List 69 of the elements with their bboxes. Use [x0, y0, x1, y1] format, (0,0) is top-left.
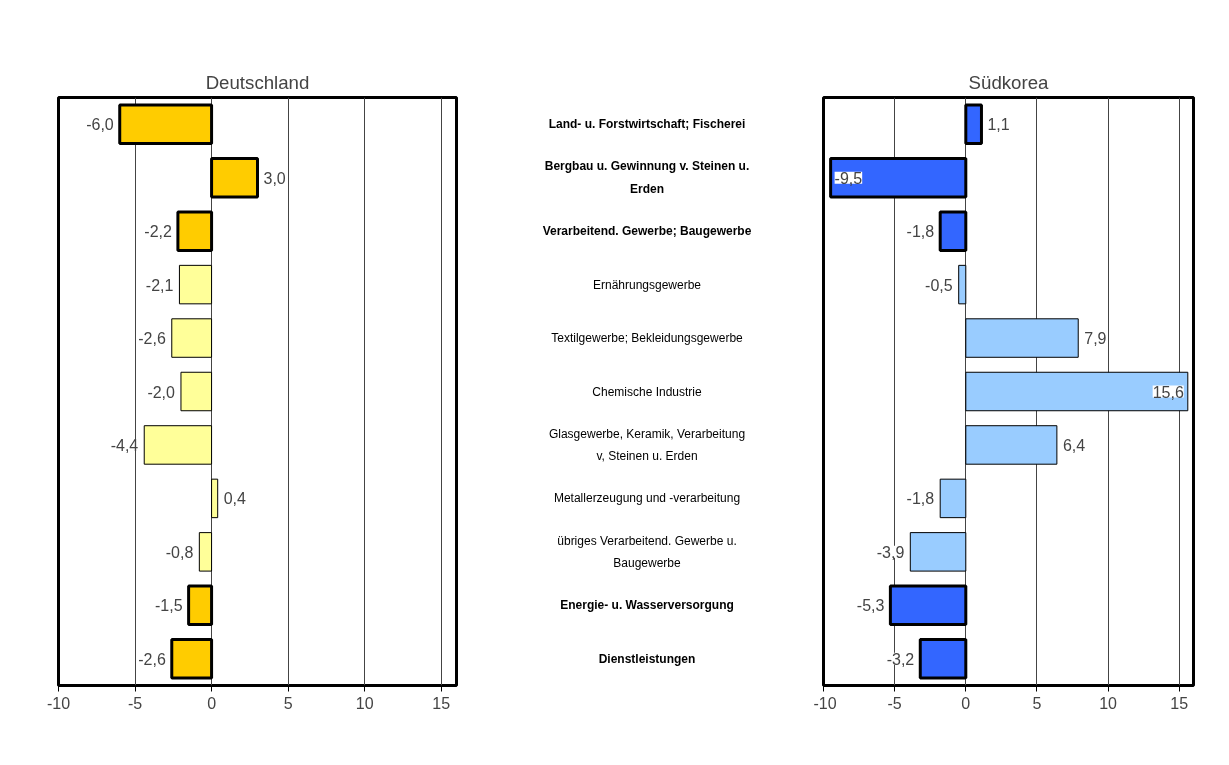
x-tick-label: -5: [127, 694, 143, 712]
data-label: 0,4: [223, 490, 247, 508]
data-label: 6,4: [1062, 436, 1086, 454]
bar: [187, 584, 214, 627]
bar: [965, 425, 1058, 465]
bar: [118, 103, 214, 145]
data-label: -0,8: [165, 543, 194, 561]
data-label: -5,3: [856, 597, 885, 615]
y-tick-label: Textilgewerbe; Bekleidungsgewerbe: [551, 331, 744, 346]
bar: [918, 638, 968, 680]
data-label: -1,8: [906, 223, 935, 241]
data-label: -2,6: [138, 650, 166, 668]
x-tick-label: 5: [283, 694, 293, 712]
data-label: 7,9: [1084, 330, 1107, 348]
bar: [939, 478, 967, 519]
bar: [829, 156, 968, 199]
x-tick-label: -10: [46, 694, 71, 712]
data-label: 1,1: [987, 116, 1010, 134]
data-label: -4,4: [110, 436, 139, 454]
y-tick-label: Energie- u. Wasserversorgung: [560, 598, 734, 613]
data-label: -3,2: [886, 650, 915, 668]
bar: [965, 318, 1079, 358]
chart-title: Südkorea: [968, 71, 1050, 93]
bar: [143, 425, 213, 465]
data-label: -2,2: [144, 223, 172, 241]
bar: [958, 264, 967, 305]
data-label: -2,0: [147, 383, 176, 401]
y-tick-label: Glasgewerbe, Keramik, Verarbeitung v, Steinen u. Erden: [548, 426, 746, 464]
chart-title: Deutschland: [205, 71, 310, 93]
data-label: -0,5: [925, 276, 953, 294]
data-label: -1,5: [155, 597, 183, 615]
x-tick-label: 0: [961, 694, 971, 712]
y-tick-label: Chemische Industrie: [592, 384, 703, 399]
bar: [210, 156, 259, 199]
bar: [171, 318, 213, 358]
bar: [888, 584, 968, 627]
y-tick-label: Land- u. Forstwirtschaft; Fischerei: [548, 117, 746, 132]
x-tick-label: 0: [207, 694, 217, 712]
bar: [211, 478, 219, 519]
y-tick-label: Verarbeitend. Gewerbe; Baugewerbe: [542, 224, 752, 239]
data-label: -3,9: [876, 543, 905, 561]
x-tick-label: 10: [1099, 694, 1118, 712]
data-label: -1,8: [906, 490, 935, 508]
bar: [180, 371, 213, 412]
data-label: 15,6: [1152, 383, 1184, 401]
data-label: 3,0: [263, 169, 286, 187]
y-tick-label: übriges Verarbeitend. Gewerbe u. Baugewerbe: [557, 533, 737, 571]
bar: [176, 210, 214, 252]
data-label: -2,1: [145, 276, 174, 294]
bar: [178, 264, 213, 305]
x-tick-label: -10: [813, 694, 837, 712]
y-tick-label: Metallerzeugung und -verarbeitung: [553, 491, 741, 506]
y-tick-label: Dienstleistungen: [598, 651, 696, 666]
y-tick-label: Bergbau u. Gewinnung v. Steinen u. Erden: [544, 159, 750, 196]
x-tick-label: 5: [1032, 694, 1042, 712]
bar: [198, 532, 213, 572]
y-tick-label: Ernährungsgewerbe: [592, 277, 702, 292]
data-label: -9,5: [834, 169, 863, 187]
bar: [909, 532, 967, 572]
bar: [964, 103, 983, 145]
bar: [938, 210, 968, 252]
bar: [170, 638, 214, 680]
data-label: -6,0: [86, 116, 114, 134]
data-label: -2,6: [138, 330, 166, 348]
x-tick-label: 15: [1170, 694, 1189, 712]
x-tick-label: 15: [432, 694, 451, 712]
x-tick-label: 10: [355, 694, 374, 712]
bar: [965, 371, 1189, 412]
x-tick-label: -5: [887, 694, 902, 712]
